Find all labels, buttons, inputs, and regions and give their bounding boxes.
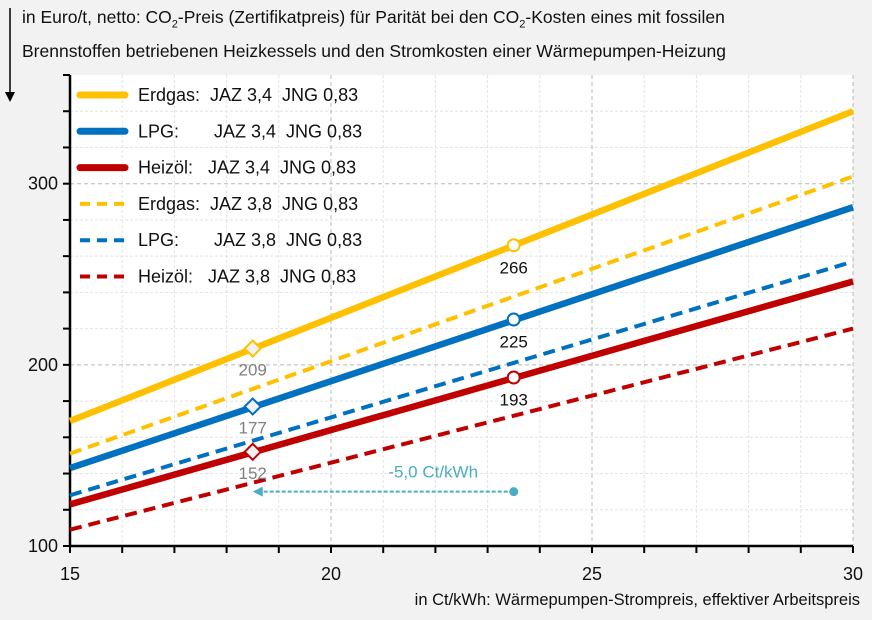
y-tick-label: 100 bbox=[28, 536, 58, 556]
point-label: 266 bbox=[500, 258, 528, 277]
y-tick-label: 200 bbox=[28, 355, 58, 375]
circle-marker bbox=[506, 312, 521, 327]
circle-marker bbox=[506, 238, 521, 253]
diamond-marker bbox=[243, 397, 263, 416]
ylabel-part: -Kosten eines mit fossilen bbox=[525, 7, 725, 27]
x-tick-label: 25 bbox=[582, 564, 602, 584]
series-line-3 bbox=[69, 174, 854, 456]
point-label: 209 bbox=[239, 361, 267, 380]
series-line-1 bbox=[68, 204, 855, 472]
legend-label: Heizöl: JAZ 3,8 JNG 0,83 bbox=[138, 267, 356, 287]
point-label: 225 bbox=[500, 333, 528, 352]
legend-label: Erdgas: JAZ 3,8 JNG 0,83 bbox=[138, 194, 358, 214]
annotation-arrow-head bbox=[252, 486, 263, 497]
series-line-4 bbox=[69, 259, 854, 498]
ylabel-sub: 2 bbox=[171, 18, 178, 31]
point-label: 152 bbox=[239, 464, 267, 483]
diamond-marker bbox=[243, 442, 263, 462]
arrow-down-icon bbox=[5, 92, 15, 102]
ylabel-part: in Euro/t, netto: CO bbox=[22, 7, 172, 27]
legend-label: Erdgas: JAZ 3,4 JNG 0,83 bbox=[138, 85, 358, 105]
annotation-dot bbox=[509, 487, 519, 497]
y-tick-label: 300 bbox=[28, 174, 58, 194]
x-tick-label: 30 bbox=[843, 564, 863, 584]
legend-label: LPG: JAZ 3,4 JNG 0,83 bbox=[138, 121, 362, 141]
point-label: 193 bbox=[500, 391, 528, 410]
x-axis-label: in Ct/kWh: Wärmepumpen-Strompreis, effek… bbox=[414, 591, 860, 609]
legend-label: LPG: JAZ 3,8 JNG 0,83 bbox=[138, 230, 362, 250]
series-line-0 bbox=[68, 108, 855, 425]
ylabel-part: -Preis (Zertifikatpreis) für Parität bei… bbox=[177, 7, 520, 27]
ylabel-part: Brennstoffen betriebenen Heizkessels und… bbox=[22, 40, 726, 61]
y-axis-label: in Euro/t, netto: CO2-Preis (Zertifikatp… bbox=[22, 4, 726, 64]
x-tick-label: 15 bbox=[60, 564, 80, 584]
x-tick-label: 20 bbox=[321, 564, 341, 584]
ylabel-sub: 2 bbox=[519, 18, 526, 31]
legend-label: Heizöl: JAZ 3,4 JNG 0,83 bbox=[138, 158, 356, 178]
circle-marker bbox=[506, 370, 521, 385]
annotation-label: -5,0 Ct/kWh bbox=[388, 463, 478, 482]
series-line-5 bbox=[69, 326, 854, 532]
series-line-2 bbox=[69, 278, 854, 508]
point-label: 177 bbox=[239, 419, 267, 438]
diamond-marker bbox=[243, 339, 263, 358]
